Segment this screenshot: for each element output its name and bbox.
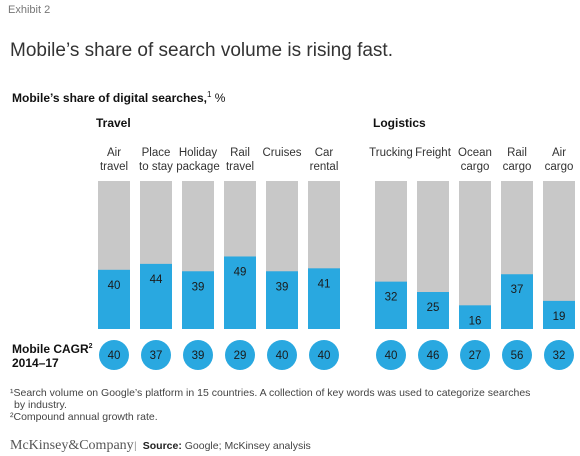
bar-car-rental — [308, 268, 340, 329]
category-label-car-rental-2: rental — [310, 161, 339, 173]
cagr-circle-ocean-cargo — [460, 340, 490, 370]
bar-ocean-cargo — [459, 305, 491, 329]
cagr-value-air-travel: 40 — [108, 350, 121, 362]
cagr-circle-freight — [418, 340, 448, 370]
cagr-value-cruises: 40 — [276, 350, 289, 362]
footnote-1-continued: by industry. — [14, 399, 67, 411]
cagr-value-car-rental: 40 — [318, 350, 331, 362]
bar-place-to-stay — [140, 263, 172, 329]
footnote-2: ²Compound annual growth rate. — [10, 411, 158, 423]
cagr-circle-trucking — [376, 340, 406, 370]
bar-value-label-freight: 25 — [427, 302, 440, 314]
category-label-place-to-stay-1: Place — [142, 147, 171, 159]
cagr-value-holiday-package: 39 — [192, 350, 205, 362]
bar-value-label-trucking: 32 — [385, 292, 398, 304]
cagr-label-line1: Mobile CAGR — [12, 342, 89, 356]
bar-holiday-package — [182, 271, 214, 329]
category-label-holiday-package-1: Holiday — [179, 147, 218, 159]
chart-title-unit: % — [214, 91, 226, 105]
footnote-1: ¹Search volume on Google’s platform in 1… — [10, 387, 531, 399]
group-label-travel: Travel — [96, 116, 131, 130]
category-label-trucking-1: Trucking — [369, 147, 413, 159]
cagr-value-place-to-stay: 37 — [150, 350, 163, 362]
cagr-circle-air-travel — [99, 340, 129, 370]
cagr-value-trucking: 40 — [385, 350, 398, 362]
source-line: | Source: Google; McKinsey analysis — [134, 440, 311, 452]
source-text: Google; McKinsey analysis — [184, 440, 311, 452]
category-label-place-to-stay-2: to stay — [139, 161, 173, 173]
bar-value-label-cruises: 39 — [276, 281, 289, 293]
category-label-ocean-cargo-1: Ocean — [458, 147, 492, 159]
bar-value-label-car-rental: 41 — [318, 278, 331, 290]
category-label-rail-travel-1: Rail — [230, 147, 250, 159]
bar-value-label-ocean-cargo: 16 — [469, 315, 482, 327]
cagr-circle-holiday-package — [183, 340, 213, 370]
bar-value-label-holiday-package: 39 — [192, 281, 205, 293]
cagr-value-air-cargo: 32 — [553, 350, 566, 362]
category-label-air-cargo-1: Air — [552, 147, 566, 159]
category-label-rail-cargo-1: Rail — [507, 147, 527, 159]
bar-value-label-rail-cargo: 37 — [511, 284, 524, 296]
bar-value-label-air-travel: 40 — [108, 280, 121, 292]
category-label-holiday-package-2: package — [176, 161, 219, 173]
category-label-rail-travel-2: travel — [226, 161, 254, 173]
bar-rail-cargo — [501, 274, 533, 329]
cagr-circle-air-cargo — [544, 340, 574, 370]
bar-value-label-place-to-stay: 44 — [150, 274, 163, 286]
bar-chart: Air travel 40 40 Place to stay 44 37 Holiday pack… — [98, 147, 575, 370]
cagr-circle-rail-travel — [225, 340, 255, 370]
cagr-circle-rail-cargo — [502, 340, 532, 370]
cagr-circle-car-rental — [309, 340, 339, 370]
cagr-value-freight: 46 — [427, 350, 440, 362]
category-label-car-rental-1: Car — [315, 147, 334, 159]
bar-cruises — [266, 271, 298, 329]
cagr-label-line2: 2014–17 — [12, 356, 59, 370]
bar-trucking — [375, 281, 407, 329]
headline: Mobile’s share of search volume is risin… — [10, 40, 393, 61]
group-label-logistics: Logistics — [373, 116, 426, 130]
cagr-label-mark: 2 — [88, 343, 93, 350]
cagr-value-rail-travel: 29 — [234, 350, 247, 362]
source-divider: | — [134, 440, 137, 452]
category-label-freight-1: Freight — [415, 147, 452, 159]
cagr-value-rail-cargo: 56 — [511, 350, 524, 362]
cagr-circle-cruises — [267, 340, 297, 370]
brand-logo-text: McKinsey&Company — [10, 438, 134, 453]
bar-air-travel — [98, 269, 130, 329]
source-label: Source: — [142, 440, 182, 452]
category-label-cruises-1: Cruises — [263, 147, 302, 159]
chart-title-main: Mobile’s share of digital searches, — [12, 91, 207, 105]
bar-freight — [417, 292, 449, 329]
cagr-label: Mobile CAGR2 2014–17 — [12, 340, 93, 370]
bar-rail-travel — [224, 256, 256, 329]
bar-value-label-rail-travel: 49 — [234, 266, 247, 278]
chart-title-footnote-mark: 1 — [206, 90, 212, 99]
category-label-air-cargo-2: cargo — [545, 161, 574, 173]
category-label-rail-cargo-2: cargo — [503, 161, 532, 173]
category-label-air-travel-2: travel — [100, 161, 128, 173]
category-label-air-travel-1: Air — [107, 147, 121, 159]
exhibit-label: Exhibit 2 — [8, 4, 51, 16]
cagr-circle-place-to-stay — [141, 340, 171, 370]
category-label-ocean-cargo-2: cargo — [461, 161, 490, 173]
bar-air-cargo — [543, 300, 575, 329]
chart-title: Mobile’s share of digital searches,1 % — [12, 90, 225, 105]
bar-background-ocean-cargo — [459, 181, 491, 329]
cagr-value-ocean-cargo: 27 — [469, 350, 482, 362]
bar-value-label-air-cargo: 19 — [553, 311, 566, 323]
